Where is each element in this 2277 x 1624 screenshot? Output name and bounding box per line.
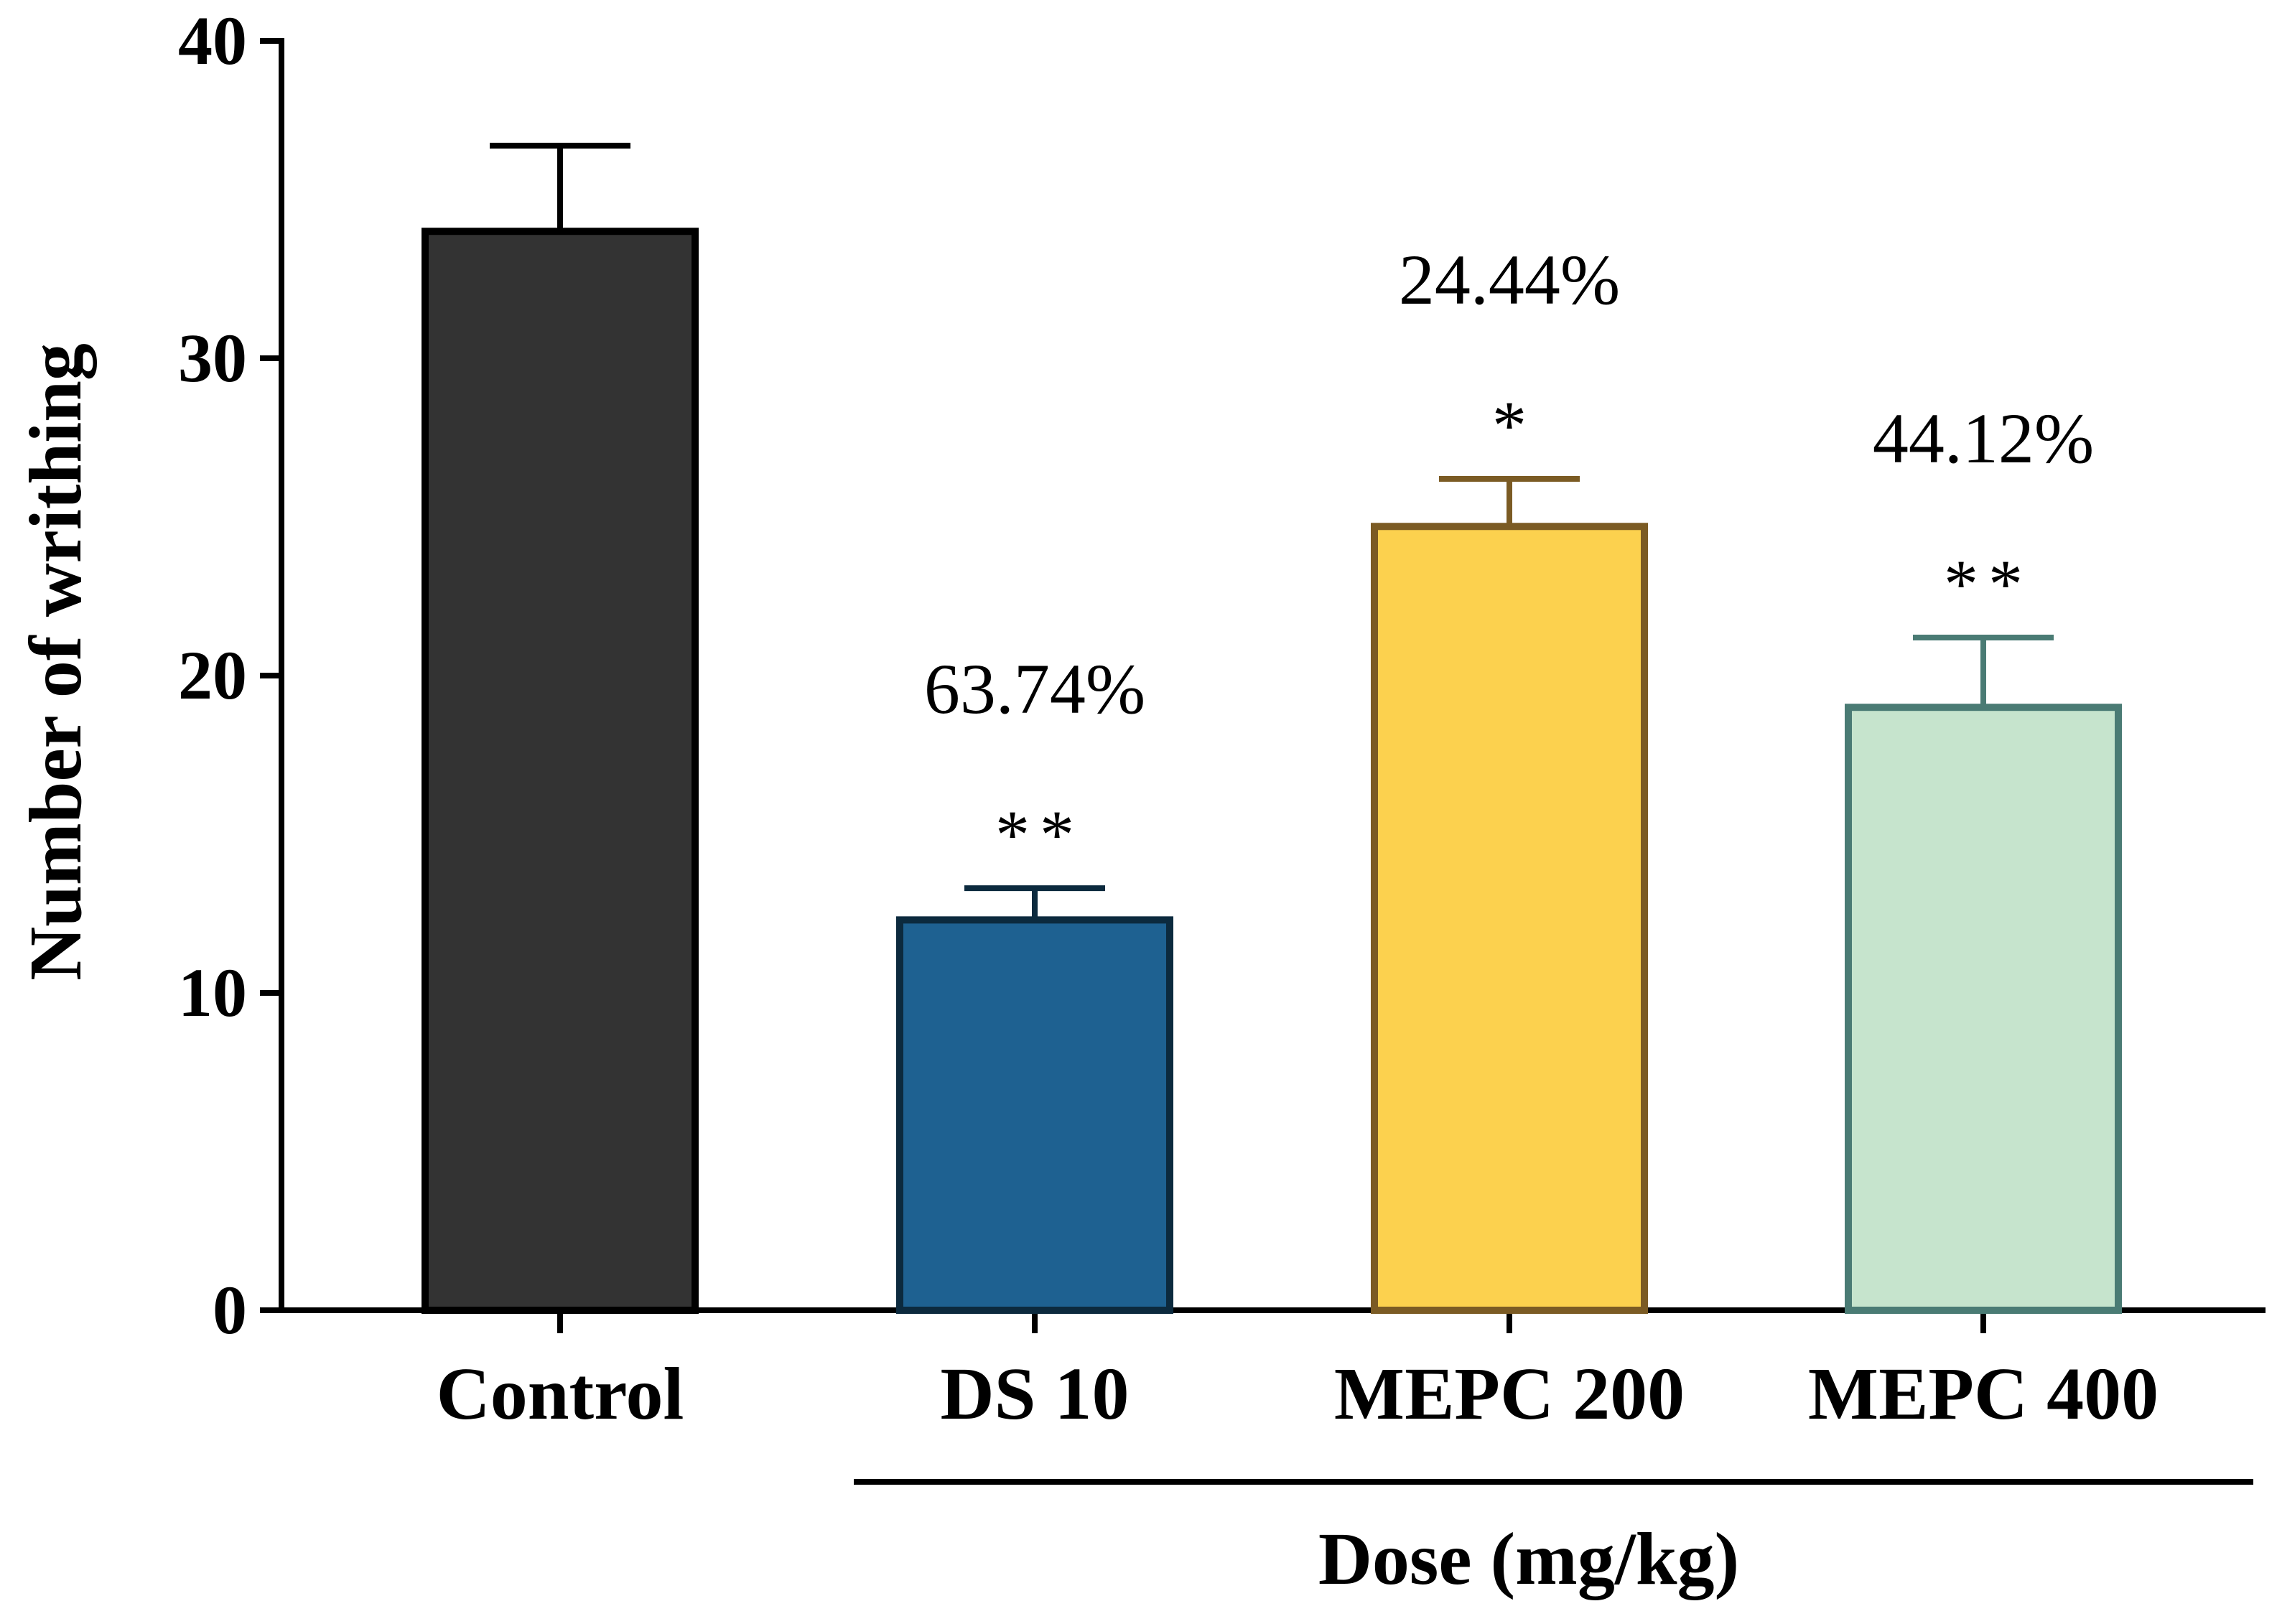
y-tick-label: 10 — [178, 954, 247, 1031]
percent-inhibition-label: 44.12% — [1873, 398, 2094, 478]
bar — [422, 228, 699, 1315]
y-tick-label: 0 — [213, 1271, 247, 1348]
percent-inhibition-label: 63.74% — [924, 649, 1145, 729]
bar-annotations: ** 63.74% * 24.44% ** 44.12% — [924, 240, 2094, 873]
bar — [1371, 523, 1648, 1314]
y-tick-label: 40 — [178, 2, 247, 79]
x-axis-title: Dose (mg/kg) — [1318, 1518, 1739, 1600]
x-tick-label: Control — [437, 1353, 684, 1435]
bars — [422, 142, 2122, 1315]
significance-label: * — [1492, 387, 1537, 464]
significance-label: ** — [1944, 546, 2033, 622]
x-tick-label: MEPC 200 — [1334, 1353, 1685, 1435]
y-tick-label: 20 — [178, 637, 247, 714]
y-tick-label: 30 — [178, 319, 247, 396]
significance-label: ** — [995, 796, 1084, 873]
x-tick-label: DS 10 — [941, 1353, 1130, 1435]
bar — [896, 916, 1173, 1314]
x-tick-label: MEPC 400 — [1808, 1353, 2159, 1435]
percent-inhibition-label: 24.44% — [1399, 240, 1620, 319]
y-axis: 0 10 20 30 40 — [178, 2, 284, 1348]
y-axis-title: Number of writhing — [14, 343, 97, 981]
x-axis: Control DS 10 MEPC 200 MEPC 400 — [279, 1307, 2266, 1435]
bar — [1845, 704, 2122, 1314]
